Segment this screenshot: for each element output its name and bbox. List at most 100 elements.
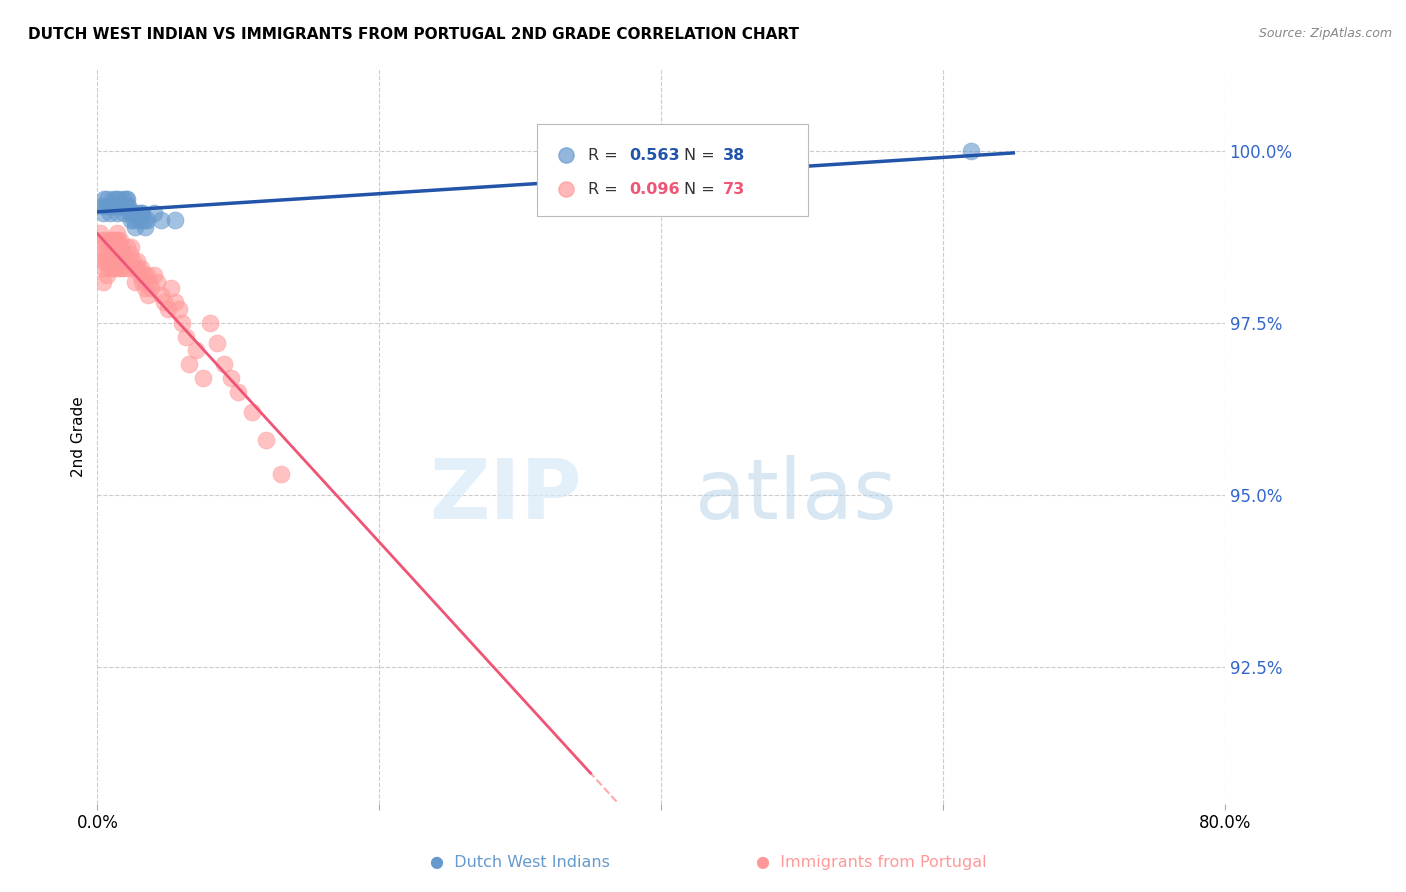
Point (98, 254, 121, 268)
Point (100, 199, 122, 213)
Point (128, 212, 150, 227)
Text: ●  Dutch West Indians: ● Dutch West Indians (430, 855, 610, 870)
Point (149, 212, 172, 227)
Point (93, 192, 115, 206)
Point (132, 212, 155, 227)
Point (91, 247, 114, 261)
Point (100, 240, 122, 254)
Point (110, 260, 132, 275)
Point (103, 240, 125, 254)
Point (98, 233, 121, 247)
Point (96, 192, 118, 206)
Point (97, 199, 120, 213)
Point (174, 329, 197, 343)
Point (134, 281, 156, 295)
Point (170, 316, 193, 330)
Point (139, 281, 162, 295)
Point (96, 268, 118, 282)
Point (117, 199, 139, 213)
Text: 0.563: 0.563 (630, 148, 681, 163)
Point (101, 233, 124, 247)
Point (112, 206, 135, 220)
Point (124, 219, 146, 234)
Text: 38: 38 (723, 148, 745, 163)
Point (127, 260, 149, 275)
Point (110, 199, 132, 213)
Point (125, 206, 148, 220)
Point (159, 281, 181, 295)
Point (107, 260, 129, 275)
Point (115, 199, 138, 213)
Point (91, 275, 114, 289)
Point (93, 260, 115, 275)
Point (167, 302, 190, 317)
Point (132, 268, 155, 282)
Point (138, 275, 160, 289)
Point (256, 433, 278, 447)
Text: 73: 73 (723, 182, 745, 196)
Point (212, 357, 235, 371)
Point (90, 199, 112, 213)
Point (105, 254, 128, 268)
Point (121, 206, 143, 220)
Point (134, 219, 156, 234)
Point (121, 254, 143, 268)
Point (115, 240, 138, 254)
Text: ●  Immigrants from Portugal: ● Immigrants from Portugal (756, 855, 987, 870)
Point (117, 260, 139, 275)
Point (226, 384, 249, 399)
Text: N =: N = (683, 148, 720, 163)
Point (145, 275, 167, 289)
Point (104, 254, 127, 268)
Text: N =: N = (683, 182, 720, 196)
Point (104, 192, 127, 206)
Point (184, 343, 207, 358)
Text: R =: R = (588, 148, 623, 163)
Point (163, 212, 186, 227)
Point (129, 260, 152, 275)
Text: 0.096: 0.096 (630, 182, 681, 196)
Point (118, 206, 141, 220)
Point (270, 467, 292, 481)
Point (191, 371, 214, 385)
Point (96, 247, 118, 261)
Point (142, 268, 165, 282)
Y-axis label: 2nd Grade: 2nd Grade (72, 396, 86, 476)
Point (114, 254, 136, 268)
Point (94, 233, 117, 247)
Point (960, 144, 983, 158)
Text: DUTCH WEST INDIAN VS IMMIGRANTS FROM PORTUGAL 2ND GRADE CORRELATION CHART: DUTCH WEST INDIAN VS IMMIGRANTS FROM POR… (28, 27, 799, 42)
Point (156, 302, 179, 317)
Point (163, 295, 186, 310)
Point (101, 254, 124, 268)
Point (240, 405, 263, 419)
Point (115, 192, 138, 206)
Point (93, 240, 115, 254)
Point (128, 268, 150, 282)
Point (97, 240, 120, 254)
Point (131, 275, 153, 289)
Point (97, 260, 120, 275)
Point (107, 192, 129, 206)
Point (136, 288, 159, 302)
Point (129, 206, 152, 220)
Point (105, 206, 128, 220)
Text: Source: ZipAtlas.com: Source: ZipAtlas.com (1258, 27, 1392, 40)
Point (205, 336, 228, 351)
Point (90, 254, 112, 268)
Point (142, 206, 165, 220)
Point (103, 199, 125, 213)
Point (103, 260, 125, 275)
Point (94, 254, 117, 268)
Point (219, 371, 242, 385)
Point (198, 316, 221, 330)
Point (104, 233, 127, 247)
Point (107, 233, 129, 247)
Point (149, 288, 172, 302)
Point (177, 357, 200, 371)
Point (111, 192, 134, 206)
Point (131, 206, 153, 220)
Point (100, 260, 122, 275)
Point (90, 233, 112, 247)
Point (135, 268, 157, 282)
